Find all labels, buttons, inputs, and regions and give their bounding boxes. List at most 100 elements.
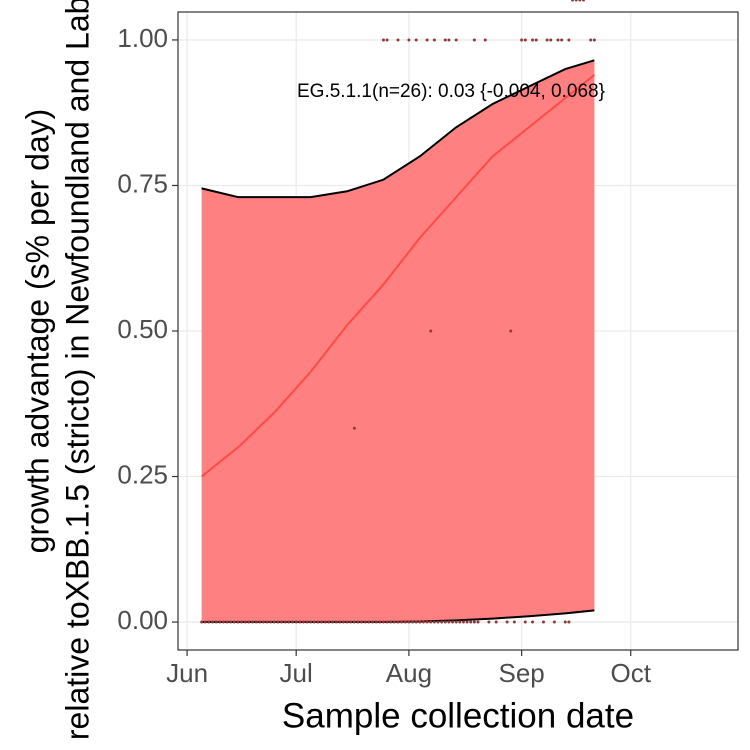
- point: [509, 329, 513, 333]
- point: [400, 620, 404, 624]
- point: [211, 620, 215, 624]
- point: [567, 38, 571, 42]
- point: [512, 620, 516, 624]
- x-tick-label: Jul: [280, 658, 313, 688]
- point: [545, 38, 549, 42]
- point: [425, 38, 429, 42]
- point: [556, 38, 560, 42]
- point: [291, 620, 295, 624]
- upper-bound: [201, 59, 595, 199]
- point: [443, 38, 447, 42]
- point: [265, 620, 269, 624]
- point: [327, 620, 331, 624]
- point: [258, 620, 262, 624]
- point: [363, 620, 367, 624]
- point: [320, 620, 324, 624]
- point: [251, 620, 255, 624]
- point: [225, 620, 229, 624]
- point: [349, 620, 353, 624]
- point: [269, 620, 273, 624]
- fit-line: [201, 74, 595, 478]
- point: [465, 620, 469, 624]
- point: [487, 620, 491, 624]
- point: [531, 620, 535, 624]
- point: [418, 620, 422, 624]
- point: [451, 620, 455, 624]
- point: [469, 620, 473, 624]
- point: [338, 620, 342, 624]
- annotation: EG.5.1.1(n=26): 0.03 {-0.004, 0.068}: [297, 81, 605, 102]
- point: [560, 38, 564, 42]
- point: [323, 620, 327, 624]
- point: [298, 620, 302, 624]
- point: [261, 620, 265, 624]
- point: [483, 38, 487, 42]
- marks: [200, 0, 596, 624]
- point: [589, 38, 593, 42]
- x-tick-label: Oct: [611, 658, 652, 688]
- point: [236, 620, 240, 624]
- point: [425, 620, 429, 624]
- point: [436, 620, 440, 624]
- point: [371, 620, 375, 624]
- point: [312, 620, 316, 624]
- point: [200, 620, 204, 624]
- point: [232, 620, 236, 624]
- point: [541, 620, 545, 624]
- point: [523, 38, 527, 42]
- point: [520, 38, 524, 42]
- point: [549, 38, 553, 42]
- point: [472, 38, 476, 42]
- point: [505, 620, 509, 624]
- point: [458, 620, 462, 624]
- point: [301, 620, 305, 624]
- point: [494, 620, 498, 624]
- point: [392, 620, 396, 624]
- x-tick-label: Jun: [166, 658, 208, 688]
- point: [331, 620, 335, 624]
- point: [283, 620, 287, 624]
- point: [411, 620, 415, 624]
- point: [421, 620, 425, 624]
- point: [203, 620, 207, 624]
- point: [280, 620, 284, 624]
- point: [243, 620, 247, 624]
- point: [305, 620, 309, 624]
- point: [472, 620, 476, 624]
- point: [403, 620, 407, 624]
- y-axis-title: growth advantage (s% per day): [19, 109, 55, 554]
- point: [385, 620, 389, 624]
- point: [414, 38, 418, 42]
- point: [218, 620, 222, 624]
- point: [309, 620, 313, 624]
- y-tick-label: 0.00: [117, 605, 168, 635]
- point: [432, 620, 436, 624]
- y-tick-label: 0.50: [117, 314, 168, 344]
- point: [385, 38, 389, 42]
- point: [571, 0, 575, 2]
- point: [352, 620, 356, 624]
- axes: 0.00 0.25 0.50 0.75 1.00 Jun Jul Aug Sep Oct: [117, 23, 651, 688]
- point: [294, 620, 298, 624]
- point: [272, 620, 276, 624]
- point: [552, 620, 556, 624]
- y-axis-title: relative toXBB.1.5 (stricto) in Newfound…: [59, 0, 95, 740]
- point: [476, 620, 480, 624]
- point: [414, 620, 418, 624]
- x-tick-label: Aug: [386, 658, 432, 688]
- point: [443, 620, 447, 624]
- point: [287, 620, 291, 624]
- point: [447, 38, 451, 42]
- point: [254, 620, 258, 624]
- point: [523, 620, 527, 624]
- point: [534, 38, 538, 42]
- point: [240, 620, 244, 624]
- y-tick-label: 0.75: [117, 168, 168, 198]
- point: [214, 620, 218, 624]
- x-axis-title: Sample collection date: [282, 696, 634, 735]
- point: [352, 426, 356, 430]
- point: [396, 620, 400, 624]
- point: [581, 0, 585, 2]
- point: [396, 38, 400, 42]
